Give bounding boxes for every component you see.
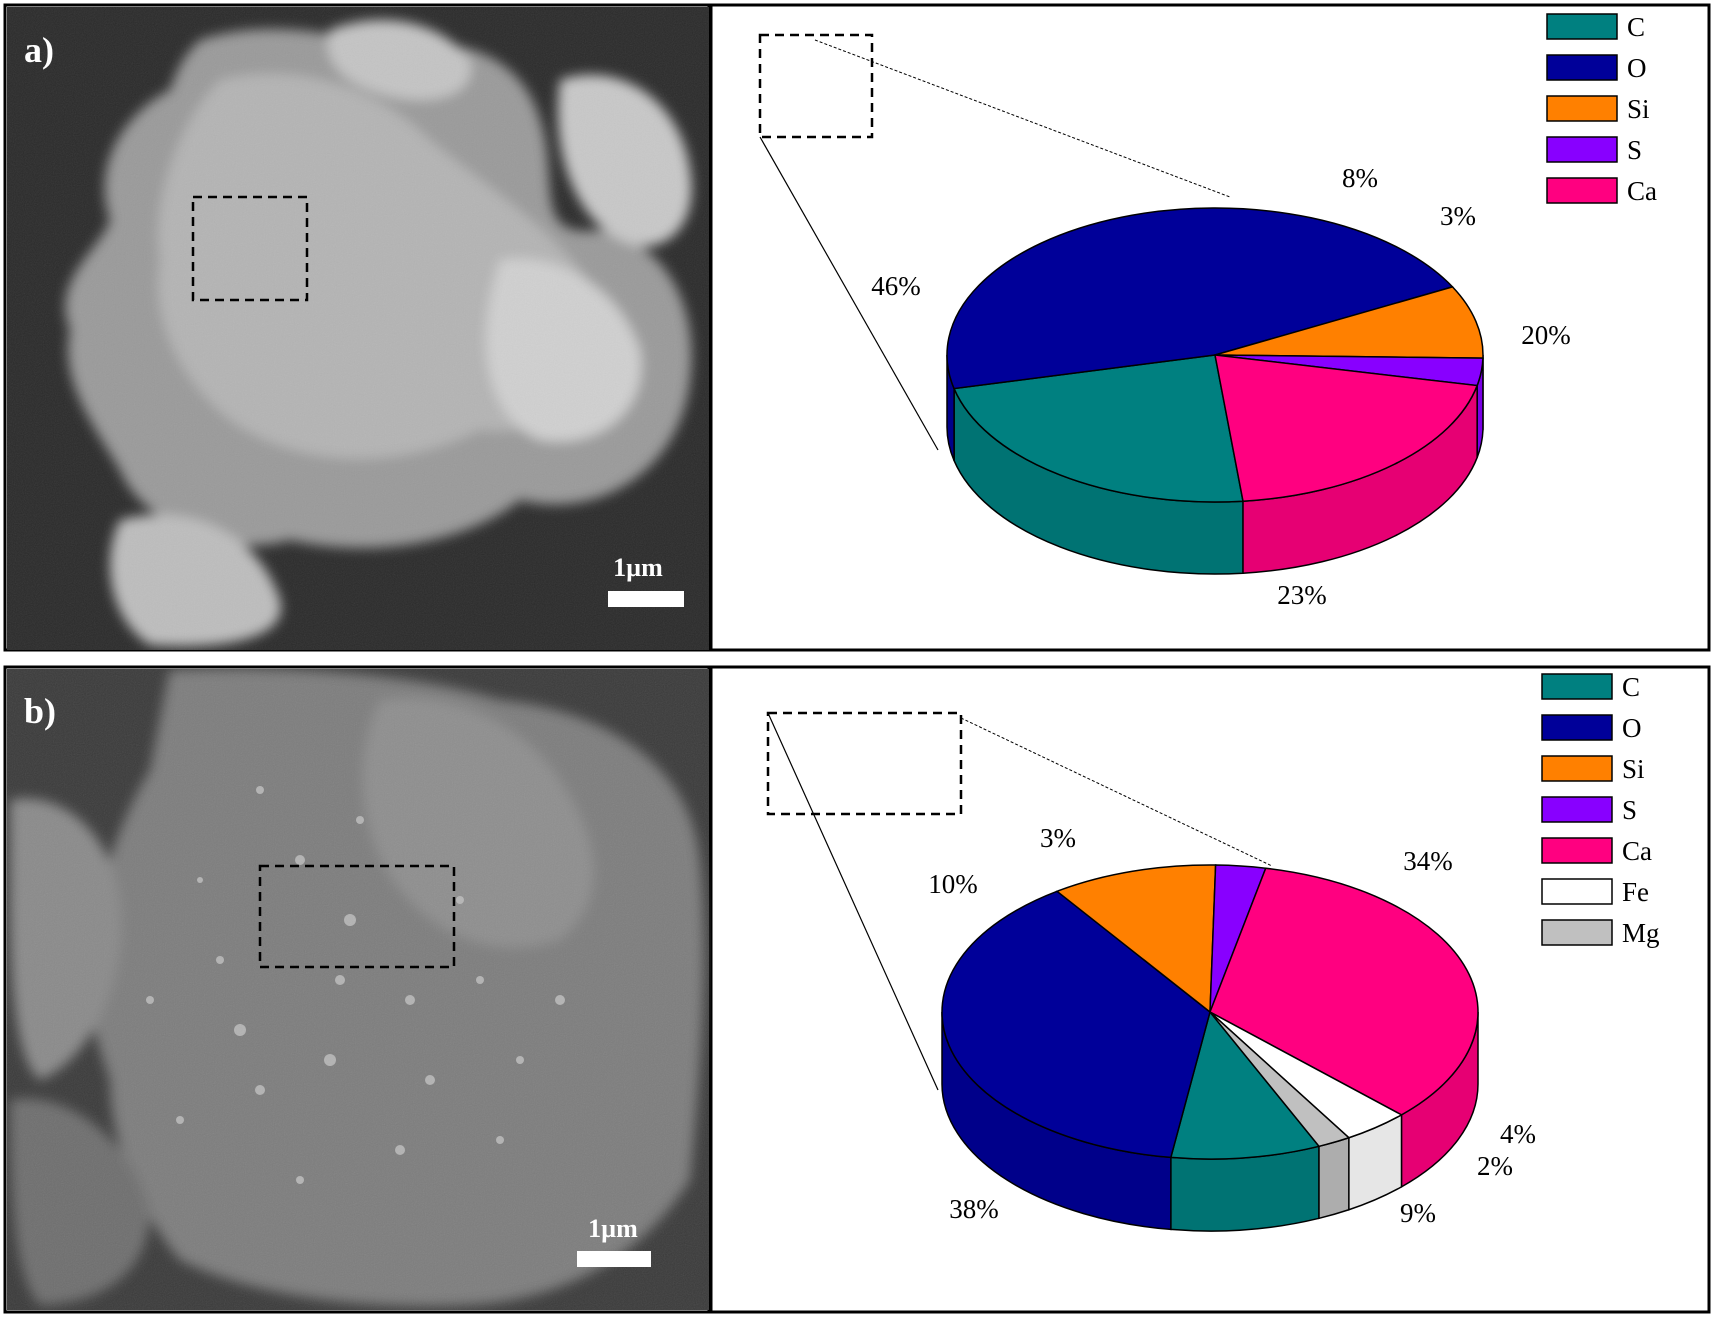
panel-a: a) 1µm 23% 46% 8% 3% 20% CO Si S Ca bbox=[5, 5, 1709, 650]
legend-swatch-o bbox=[1542, 715, 1612, 740]
panel-b: b) 1µm 9% 38% 10% 3% 34% 4%2% CO Si S Ca Fe Mg bbox=[5, 667, 1709, 1312]
legend-label-si: Si bbox=[1627, 94, 1650, 124]
pie-label-si: 8% bbox=[1342, 163, 1378, 193]
panel-a-label: a) bbox=[24, 30, 54, 70]
legend-swatch-o bbox=[1547, 55, 1617, 80]
pie-label-fe: 4% bbox=[1500, 1119, 1536, 1149]
legend-label-ca: Ca bbox=[1627, 176, 1657, 206]
sem-image-a: a) 1µm bbox=[7, 7, 709, 650]
image-b-scale-bar-label: 1µm bbox=[588, 1214, 638, 1243]
legend-label-s: S bbox=[1627, 135, 1642, 165]
legend-swatch-fe bbox=[1542, 879, 1612, 904]
legend-label-o: O bbox=[1627, 53, 1647, 83]
sem-image-b: b) 1µm bbox=[7, 669, 709, 1310]
panel-b-label: b) bbox=[24, 691, 56, 731]
pie-label-o: 38% bbox=[949, 1194, 999, 1224]
legend-label-fe: Fe bbox=[1622, 877, 1649, 907]
pie-label-c: 9% bbox=[1400, 1198, 1436, 1228]
legend-label-si: Si bbox=[1622, 754, 1645, 784]
image-a-scale-bar-label: 1µm bbox=[613, 553, 663, 582]
pie-label-ca: 20% bbox=[1521, 320, 1571, 350]
pie-label-mg: 2% bbox=[1477, 1151, 1513, 1181]
legend-swatch-si bbox=[1542, 756, 1612, 781]
legend-label-mg: Mg bbox=[1622, 918, 1660, 948]
legend-swatch-si bbox=[1547, 96, 1617, 121]
legend-label-s: S bbox=[1622, 795, 1637, 825]
pie-label-s: 3% bbox=[1440, 201, 1476, 231]
legend-swatch-ca bbox=[1542, 838, 1612, 863]
image-a-scale-bar bbox=[608, 591, 684, 607]
legend-label-c: C bbox=[1622, 672, 1640, 702]
pie-label-c: 23% bbox=[1277, 580, 1327, 610]
legend-swatch-mg bbox=[1542, 920, 1612, 945]
legend-swatch-c bbox=[1547, 14, 1617, 39]
legend-swatch-s bbox=[1542, 797, 1612, 822]
pie-label-ca: 34% bbox=[1403, 846, 1453, 876]
pie-label-si: 10% bbox=[928, 869, 978, 899]
pie-side-mg-b bbox=[1319, 1138, 1349, 1219]
image-b-scale-bar bbox=[577, 1251, 651, 1267]
legend-label-c: C bbox=[1627, 12, 1645, 42]
legend-label-ca: Ca bbox=[1622, 836, 1652, 866]
legend-swatch-s bbox=[1547, 137, 1617, 162]
pie-label-s: 3% bbox=[1040, 823, 1076, 853]
pie-label-o: 46% bbox=[871, 271, 921, 301]
legend-label-o: O bbox=[1622, 713, 1642, 743]
legend-swatch-c bbox=[1542, 674, 1612, 699]
legend-swatch-ca bbox=[1547, 178, 1617, 203]
